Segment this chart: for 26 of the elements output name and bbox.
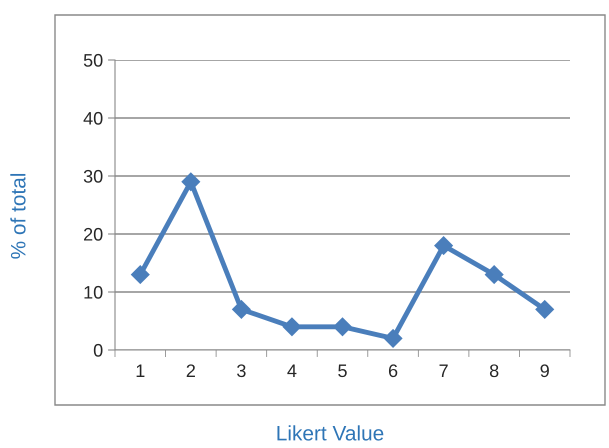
x-tick-label: 6 <box>388 364 398 378</box>
y-tick-label: 20 <box>84 228 102 241</box>
x-tick-label: 2 <box>186 364 195 377</box>
y-tick-label: 40 <box>84 112 102 125</box>
point <box>535 300 554 319</box>
point <box>232 300 251 319</box>
y-axis-title: % of total <box>10 174 26 259</box>
x-axis-title: Likert Value <box>277 425 384 441</box>
point <box>130 265 150 284</box>
point <box>484 265 504 284</box>
x-tick-label: 3 <box>237 364 246 378</box>
x-tick-label: 5 <box>338 364 347 378</box>
x-tick-label: 1 <box>136 364 144 377</box>
y-tick-label: 50 <box>84 54 102 67</box>
y-tick-label: 0 <box>94 344 102 357</box>
point <box>434 236 453 255</box>
x-tick-label: 7 <box>440 364 448 377</box>
x-tick-label: 9 <box>540 364 549 378</box>
point <box>181 172 200 192</box>
point <box>333 317 352 336</box>
point <box>282 317 302 336</box>
y-tick-label: 30 <box>84 170 102 183</box>
x-tick-label: 4 <box>287 364 296 377</box>
point <box>384 329 402 348</box>
x-tick-label: 8 <box>490 364 498 378</box>
y-tick-label: 10 <box>84 286 102 299</box>
